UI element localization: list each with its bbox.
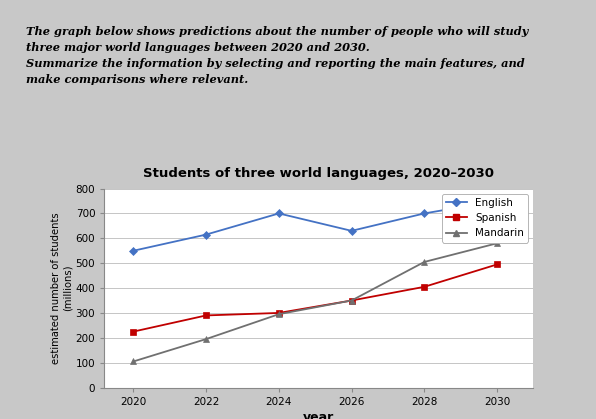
Title: Students of three world languages, 2020–2030: Students of three world languages, 2020–…	[144, 168, 494, 181]
Y-axis label: estimated number of students
(millions): estimated number of students (millions)	[51, 212, 73, 364]
Text: The graph below shows predictions about the number of people who will study
thre: The graph below shows predictions about …	[26, 26, 529, 85]
Legend: English, Spanish, Mandarin: English, Spanish, Mandarin	[442, 194, 528, 243]
X-axis label: year: year	[303, 411, 334, 419]
